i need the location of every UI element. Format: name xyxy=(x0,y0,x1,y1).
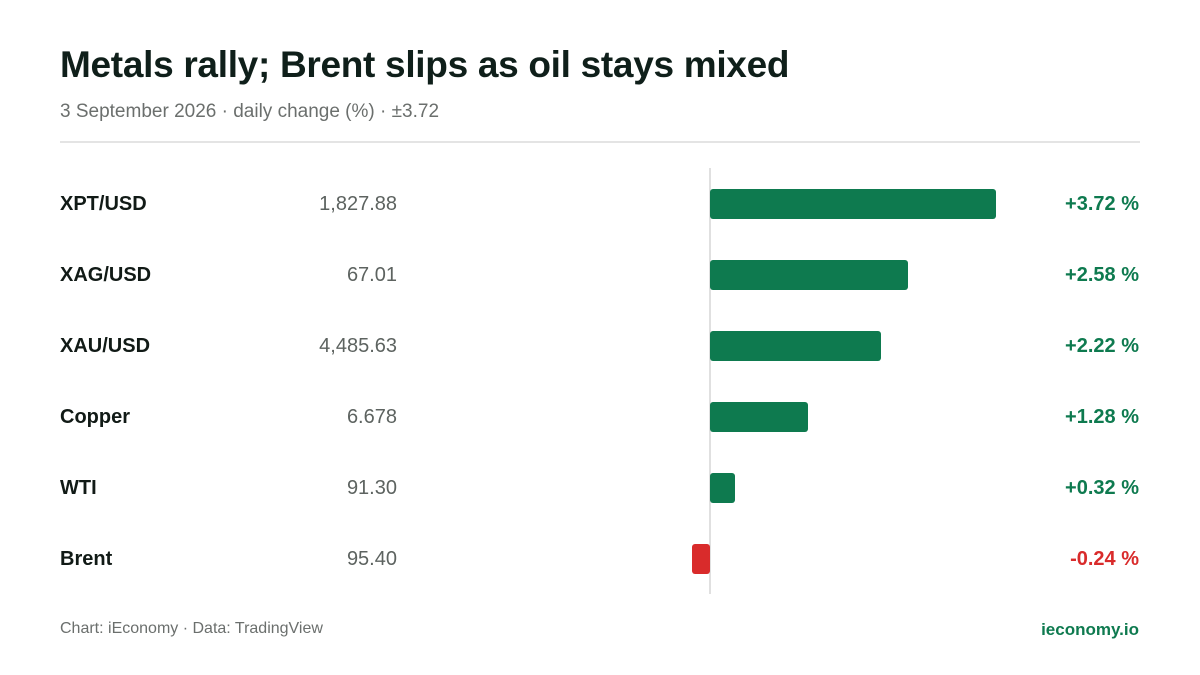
row-label: Copper xyxy=(60,406,130,428)
zero-axis-line xyxy=(709,168,711,594)
row-change-label: +0.32 % xyxy=(1065,477,1139,499)
row-label: Brent xyxy=(60,548,113,570)
row-price: 91.30 xyxy=(346,477,397,499)
bar xyxy=(710,473,735,503)
row-label: XAG/USD xyxy=(60,264,152,286)
row-price: 67.01 xyxy=(346,264,397,286)
row-change-label: +2.22 % xyxy=(1065,335,1139,357)
bar xyxy=(710,402,809,432)
row-change-label: -0.24 % xyxy=(1070,548,1139,570)
row-label: XAU/USD xyxy=(60,335,151,357)
row-price: 4,485.63 xyxy=(319,335,397,357)
row-label: XPT/USD xyxy=(60,193,147,215)
header-divider xyxy=(60,141,1140,143)
chart-title: Metals rally; Brent slips as oil stays m… xyxy=(60,44,790,85)
row-label: WTI xyxy=(60,477,97,499)
bar xyxy=(710,331,881,361)
bar xyxy=(710,260,909,290)
bar xyxy=(691,544,710,574)
row-price: 1,827.88 xyxy=(319,193,397,215)
row-change-label: +1.28 % xyxy=(1065,406,1139,428)
row-change-label: +3.72 % xyxy=(1065,193,1139,215)
bar xyxy=(710,189,996,219)
row-price: 6.678 xyxy=(346,406,397,428)
brand-link[interactable]: ieconomy.io xyxy=(1041,620,1139,639)
chart-subtitle: 3 September 2026 · daily change (%) · ±3… xyxy=(60,101,440,122)
row-price: 95.40 xyxy=(346,548,397,570)
row-change-label: +2.58 % xyxy=(1065,264,1139,286)
source-note: Chart: iEconomy · Data: TradingView xyxy=(60,620,323,637)
